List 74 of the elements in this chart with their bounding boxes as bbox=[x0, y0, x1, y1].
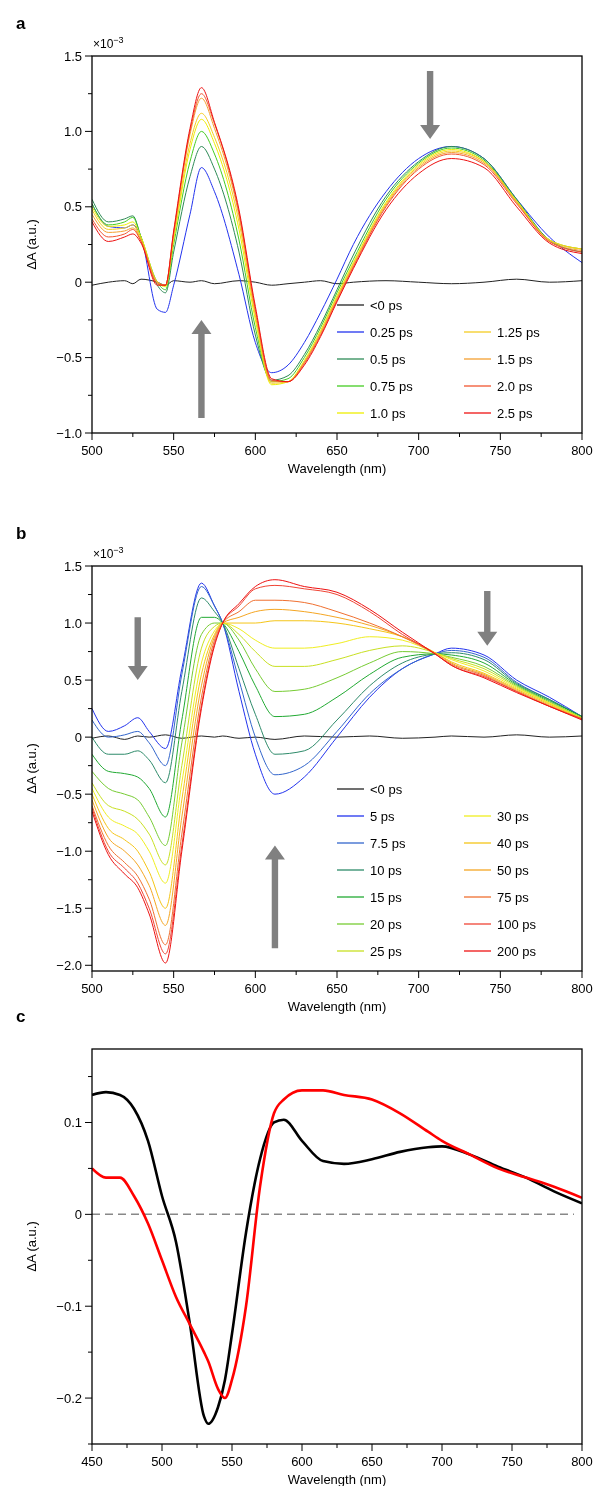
x-tick-label: 800 bbox=[571, 981, 593, 996]
legend-label: 1.0 ps bbox=[370, 405, 406, 421]
y-tick-label: 0.5 bbox=[63, 672, 82, 688]
chart-title: b bbox=[16, 524, 27, 543]
y-tick-label: 0.1 bbox=[63, 1115, 82, 1131]
legend-label: 40 ps bbox=[497, 835, 530, 851]
legend-label: 1.5 ps bbox=[497, 351, 533, 367]
x-tick-label: 550 bbox=[162, 981, 185, 996]
legend-label: 100 ps bbox=[497, 916, 537, 932]
x-tick-label: 750 bbox=[489, 981, 512, 996]
x-tick-label: 750 bbox=[489, 443, 512, 458]
line-series bbox=[92, 278, 582, 286]
legend-label: 50 ps bbox=[497, 862, 530, 878]
chart-title: a bbox=[16, 14, 26, 33]
y-tick-label: −0.5 bbox=[56, 350, 82, 366]
legend-label: 75 ps bbox=[497, 889, 530, 905]
y-tick-label: 0 bbox=[74, 274, 82, 290]
x-tick-label: 600 bbox=[244, 981, 267, 996]
x-tick-label: 700 bbox=[407, 981, 430, 996]
x-tick-label: 450 bbox=[81, 1454, 103, 1469]
legend-label: 25 ps bbox=[370, 943, 403, 959]
x-tick-label: 700 bbox=[407, 443, 430, 458]
x-tick-label: 600 bbox=[244, 443, 267, 458]
x-axis-title: Wavelength (nm) bbox=[287, 999, 387, 1014]
y-tick-label: 1.5 bbox=[63, 558, 82, 574]
y-axis-title: ΔA (a.u.) bbox=[24, 219, 39, 270]
x-tick-label: 500 bbox=[151, 1454, 173, 1469]
legend-label: 2.5 ps bbox=[497, 405, 533, 421]
x-axis-title: Wavelength (nm) bbox=[287, 1472, 387, 1487]
y-tick-label: −2.0 bbox=[56, 957, 82, 973]
legend-label: 10 ps bbox=[370, 862, 403, 878]
legend-label: 5 ps bbox=[370, 808, 396, 824]
x-tick-label: 500 bbox=[81, 443, 103, 458]
y-axis-title: ΔA (a.u.) bbox=[24, 1221, 39, 1272]
x-tick-label: 800 bbox=[571, 443, 593, 458]
x-tick-label: 750 bbox=[501, 1454, 523, 1469]
y-axis-title: ΔA (a.u.) bbox=[24, 743, 39, 794]
legend-label: <0 ps bbox=[370, 297, 403, 313]
legend-label: 200 ps bbox=[497, 943, 537, 959]
y-tick-label: −0.1 bbox=[56, 1298, 82, 1314]
y-tick-label: −0.2 bbox=[56, 1390, 82, 1406]
y-tick-label: −0.5 bbox=[56, 786, 82, 802]
y-tick-label: 1.5 bbox=[63, 48, 82, 64]
x-tick-label: 650 bbox=[326, 981, 348, 996]
y-tick-label: 0.5 bbox=[63, 199, 82, 215]
y-tick-label: 1.0 bbox=[63, 615, 82, 631]
x-axis-title: Wavelength (nm) bbox=[287, 461, 387, 476]
text: ×10$^{−3}$ bbox=[93, 35, 124, 51]
legend-label: 2.0 ps bbox=[497, 378, 533, 394]
legend-label: <0 ps bbox=[370, 781, 403, 797]
legend-label: 0.25 ps bbox=[370, 324, 414, 340]
y-tick-label: 1.0 bbox=[63, 123, 82, 139]
y-tick-label: 0 bbox=[74, 729, 82, 745]
x-tick-label: 800 bbox=[571, 1454, 593, 1469]
text: ×10$^{−3}$ bbox=[93, 545, 124, 561]
x-tick-label: 550 bbox=[162, 443, 185, 458]
legend-label: 20 ps bbox=[370, 916, 403, 932]
legend-label: 0.5 ps bbox=[370, 351, 406, 367]
x-tick-label: 700 bbox=[431, 1454, 453, 1469]
x-tick-label: 500 bbox=[81, 981, 103, 996]
legend-label: 30 ps bbox=[497, 808, 530, 824]
legend-label: 1.25 ps bbox=[497, 324, 541, 340]
y-tick-label: −1.0 bbox=[56, 425, 82, 441]
x-tick-label: 600 bbox=[291, 1454, 313, 1469]
x-tick-label: 550 bbox=[221, 1454, 243, 1469]
legend-label: 7.5 ps bbox=[370, 835, 406, 851]
y-tick-label: 0 bbox=[74, 1206, 82, 1222]
x-tick-label: 650 bbox=[361, 1454, 383, 1469]
legend-label: 0.75 ps bbox=[370, 378, 414, 394]
x-tick-label: 650 bbox=[326, 443, 348, 458]
chart-title: c bbox=[16, 1007, 26, 1026]
legend-label: 15 ps bbox=[370, 889, 403, 905]
y-tick-label: −1.0 bbox=[56, 843, 82, 859]
y-tick-label: −1.5 bbox=[56, 900, 82, 916]
